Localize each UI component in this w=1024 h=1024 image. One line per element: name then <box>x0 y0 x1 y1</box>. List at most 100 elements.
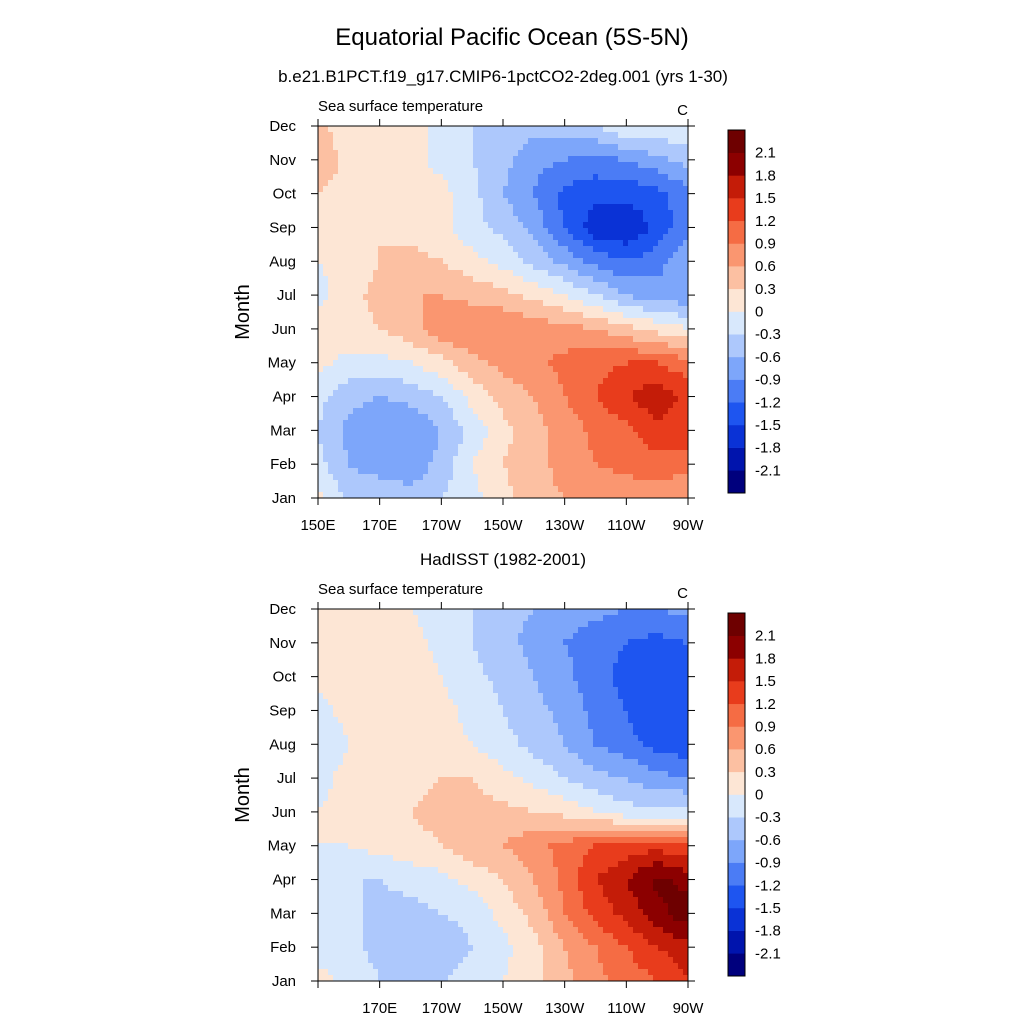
heatmap-cell <box>633 246 639 253</box>
heatmap-cell <box>368 132 374 139</box>
heatmap-cell <box>403 318 409 325</box>
heatmap-cell <box>413 306 419 313</box>
heatmap-cell <box>673 258 679 265</box>
heatmap-cell <box>543 234 549 241</box>
heatmap-cell <box>403 240 409 247</box>
heatmap-cell <box>628 342 634 349</box>
heatmap-cell <box>558 462 564 469</box>
heatmap-cell <box>648 408 654 415</box>
heatmap-cell <box>333 276 339 283</box>
heatmap-cell <box>653 300 659 307</box>
heatmap-cell <box>598 384 604 391</box>
heatmap-cell <box>623 228 629 235</box>
heatmap-cell <box>623 492 629 499</box>
heatmap-cell <box>353 609 359 616</box>
heatmap-cell <box>648 306 654 313</box>
colorbar-box <box>728 379 745 403</box>
heatmap-cell <box>573 468 579 475</box>
heatmap-cell <box>683 300 689 307</box>
heatmap-cell <box>403 324 409 331</box>
heatmap-cell <box>428 282 434 289</box>
heatmap-cell <box>428 156 434 163</box>
heatmap-cell <box>373 204 379 211</box>
heatmap-cell <box>573 234 579 241</box>
heatmap-cell <box>548 342 554 349</box>
heatmap-cell <box>373 276 379 283</box>
heatmap-cell <box>453 384 459 391</box>
heatmap-cell <box>378 609 384 616</box>
heatmap-cell <box>448 210 454 217</box>
heatmap-cell <box>563 156 569 163</box>
heatmap-cell <box>618 372 624 379</box>
heatmap-cell <box>588 162 594 169</box>
heatmap-cell <box>383 264 389 271</box>
heatmap-cell <box>553 312 559 319</box>
heatmap-cell <box>418 210 424 217</box>
heatmap-cell <box>368 492 374 499</box>
heatmap-cell <box>478 396 484 403</box>
heatmap-cell <box>568 390 574 397</box>
heatmap-cell <box>468 210 474 217</box>
heatmap-cell <box>683 609 689 616</box>
heatmap-cell <box>523 609 529 616</box>
heatmap-cell <box>528 186 534 193</box>
heatmap-cell <box>653 396 659 403</box>
heatmap-cell <box>608 228 614 235</box>
heatmap-cell <box>638 282 644 289</box>
heatmap-cell <box>548 456 554 463</box>
heatmap-cell <box>373 162 379 169</box>
heatmap-cell <box>563 390 569 397</box>
heatmap-cell <box>643 615 649 622</box>
heatmap-cell <box>338 414 344 421</box>
heatmap-cell <box>653 156 659 163</box>
heatmap-cell <box>503 156 509 163</box>
heatmap-cell <box>473 486 479 493</box>
colorbar-box <box>728 311 745 335</box>
heatmap-cell <box>493 330 499 337</box>
x-tick-label: 150W <box>483 517 523 534</box>
heatmap-cell <box>563 474 569 481</box>
heatmap-cell <box>408 258 414 265</box>
heatmap-cell <box>633 366 639 373</box>
heatmap-cell <box>608 252 614 259</box>
heatmap-cell <box>528 306 534 313</box>
heatmap-cell <box>343 426 349 433</box>
heatmap-cell <box>433 444 439 451</box>
heatmap-cell <box>578 318 584 325</box>
heatmap-cell <box>668 204 674 211</box>
heatmap-cell <box>633 192 639 199</box>
heatmap-cell <box>493 156 499 163</box>
heatmap-cell <box>488 168 494 175</box>
heatmap-cell <box>318 144 324 151</box>
heatmap-cell <box>478 324 484 331</box>
heatmap-cell <box>438 126 444 133</box>
heatmap-cell <box>538 486 544 493</box>
heatmap-cell <box>558 378 564 385</box>
heatmap-cell <box>553 609 559 616</box>
heatmap-cell <box>568 240 574 247</box>
heatmap-cell <box>373 378 379 385</box>
heatmap-cell <box>538 336 544 343</box>
heatmap-cell <box>383 432 389 439</box>
heatmap-cell <box>523 186 529 193</box>
heatmap-cell <box>663 276 669 283</box>
heatmap-cell <box>463 174 469 181</box>
heatmap-cell <box>638 360 644 367</box>
heatmap-cell <box>623 198 629 205</box>
heatmap-cell <box>418 252 424 259</box>
heatmap-cell <box>458 432 464 439</box>
heatmap-cell <box>558 402 564 409</box>
heatmap-cell <box>428 324 434 331</box>
heatmap-cell <box>373 198 379 205</box>
heatmap-cell <box>393 306 399 313</box>
heatmap-cell <box>473 180 479 187</box>
heatmap-cell <box>603 615 609 622</box>
heatmap-cell <box>388 390 394 397</box>
heatmap-cell <box>383 222 389 229</box>
heatmap-cell <box>513 486 519 493</box>
heatmap-cell <box>588 378 594 385</box>
heatmap-cell <box>423 288 429 295</box>
heatmap-cell <box>593 336 599 343</box>
heatmap-cell <box>443 609 449 616</box>
heatmap-cell <box>563 150 569 157</box>
